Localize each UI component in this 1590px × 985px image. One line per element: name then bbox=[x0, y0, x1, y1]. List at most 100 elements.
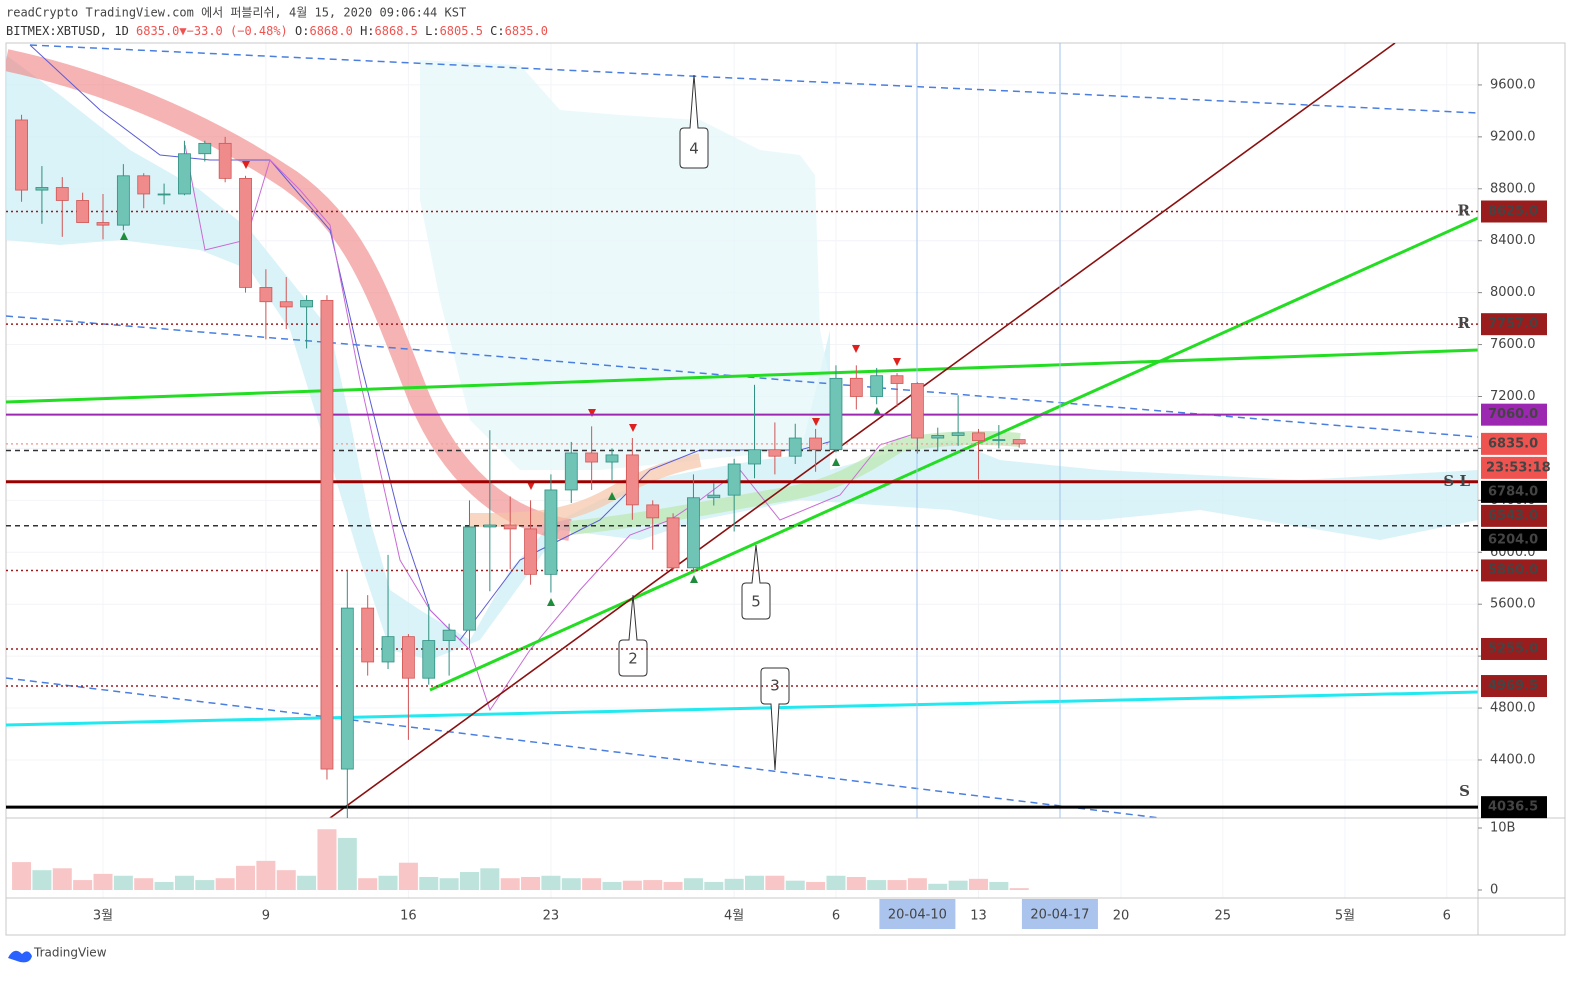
y-tick-label: 4400.0 bbox=[1490, 752, 1536, 767]
header-title: readCrypto TradingView.com 에서 퍼블리쉬, 4월 1… bbox=[6, 6, 466, 20]
volume-bar bbox=[561, 878, 581, 890]
quote-part: L: bbox=[418, 24, 440, 38]
callouts: 2 3 4 5 bbox=[618, 74, 790, 771]
candle-body bbox=[727, 463, 741, 496]
candle-body bbox=[381, 636, 395, 663]
quote-part: O: bbox=[288, 24, 310, 38]
date-highlight bbox=[1021, 899, 1098, 929]
frame bbox=[5, 42, 1566, 936]
candle-body bbox=[707, 494, 721, 499]
volume-bar bbox=[378, 875, 398, 890]
cloud bbox=[6, 55, 1478, 660]
x-tick-label: 16 bbox=[400, 909, 417, 924]
quote-part: C: bbox=[483, 24, 505, 38]
candle-body bbox=[279, 301, 293, 308]
x-tick-label: 20-04-10 bbox=[888, 908, 947, 923]
trend-line bbox=[429, 216, 1478, 692]
y-tick-label: 7600.0 bbox=[1490, 337, 1536, 352]
volume-bar bbox=[622, 880, 642, 890]
candle-body bbox=[137, 175, 151, 195]
ma-band bbox=[469, 453, 702, 527]
trend-line bbox=[29, 44, 1478, 114]
candle-body bbox=[951, 432, 965, 436]
volume-bar bbox=[968, 878, 988, 890]
level-label: 7757.0 bbox=[1488, 317, 1538, 332]
callout-shape bbox=[618, 594, 648, 677]
volume-bar bbox=[256, 860, 276, 890]
candle-body bbox=[931, 435, 945, 439]
candle-body bbox=[157, 193, 171, 196]
candle-body bbox=[972, 432, 985, 442]
candle-body bbox=[911, 383, 924, 439]
date-highlight bbox=[879, 899, 956, 929]
candle-body bbox=[544, 489, 558, 575]
volume-bar bbox=[439, 878, 459, 890]
candle-body bbox=[564, 452, 578, 491]
volume-bar bbox=[582, 878, 602, 890]
candle-body bbox=[259, 287, 273, 303]
level-label-box bbox=[1481, 528, 1547, 551]
level-label: 7060.0 bbox=[1488, 407, 1538, 422]
volume-bar bbox=[602, 881, 622, 890]
y-tick-label: 5600.0 bbox=[1490, 597, 1536, 612]
volume-bar bbox=[459, 872, 479, 890]
volume-bar bbox=[32, 870, 52, 890]
candle-body bbox=[605, 454, 619, 463]
volume-bar bbox=[948, 880, 968, 890]
volume-bar bbox=[907, 878, 927, 890]
volume-bar bbox=[236, 865, 256, 890]
volume-bar bbox=[663, 881, 683, 890]
volume-bar bbox=[785, 880, 805, 890]
candle-body bbox=[55, 187, 69, 201]
level-label-box bbox=[1481, 559, 1547, 582]
quote-part: 6805.5 bbox=[440, 24, 483, 38]
price-pane bbox=[6, 114, 1478, 818]
volume-bar bbox=[134, 878, 154, 890]
level-label-box bbox=[1481, 432, 1547, 455]
callout-label: 4 bbox=[689, 140, 699, 158]
volume-bar bbox=[113, 875, 133, 890]
trend-line bbox=[6, 677, 1161, 818]
level-tag: R bbox=[1458, 314, 1471, 332]
quote-part: −33.0 (−0.48%) bbox=[187, 24, 288, 38]
volume-bar bbox=[826, 875, 846, 890]
volume-bar bbox=[806, 881, 826, 890]
candle-body bbox=[1012, 439, 1026, 445]
volume-bar bbox=[276, 870, 296, 890]
sell-signals bbox=[242, 161, 901, 490]
candle-body bbox=[687, 497, 700, 569]
x-tick-label: 6 bbox=[832, 909, 840, 924]
y-tick-label: 4800.0 bbox=[1490, 701, 1536, 716]
candle-body bbox=[463, 526, 476, 631]
candle-body bbox=[422, 640, 436, 679]
candle-body bbox=[849, 377, 863, 397]
x-tick-label: 13 bbox=[970, 909, 987, 924]
volume-bar bbox=[928, 883, 948, 890]
candle-body bbox=[340, 607, 354, 770]
level-label-box bbox=[1481, 504, 1547, 527]
candle-body bbox=[890, 375, 904, 384]
volume-bar bbox=[398, 862, 418, 890]
candle-body bbox=[646, 504, 660, 519]
quote-part: BITMEX:XBTUSD, 1D bbox=[6, 24, 136, 38]
volume-bar bbox=[724, 878, 744, 890]
volume-bar bbox=[846, 876, 866, 890]
volume-bar bbox=[500, 878, 520, 890]
volume-bar bbox=[887, 880, 907, 890]
y-tick-label: 9600.0 bbox=[1490, 77, 1536, 92]
level-tag: S L bbox=[1443, 472, 1470, 490]
quote-part: 6868.5 bbox=[375, 24, 418, 38]
level-label: 6543.0 bbox=[1488, 508, 1538, 523]
callout-shape bbox=[679, 74, 709, 169]
countdown-box bbox=[1481, 456, 1547, 479]
level-label-box bbox=[1481, 637, 1547, 660]
quote-part: H: bbox=[353, 24, 375, 38]
volume-bar bbox=[215, 878, 235, 890]
candle-body bbox=[239, 177, 252, 288]
candle-body bbox=[320, 300, 334, 770]
ma-band bbox=[6, 49, 572, 541]
volume-bar bbox=[480, 868, 500, 890]
level-label: 4036.5 bbox=[1488, 800, 1538, 815]
volume-bar bbox=[317, 829, 337, 890]
